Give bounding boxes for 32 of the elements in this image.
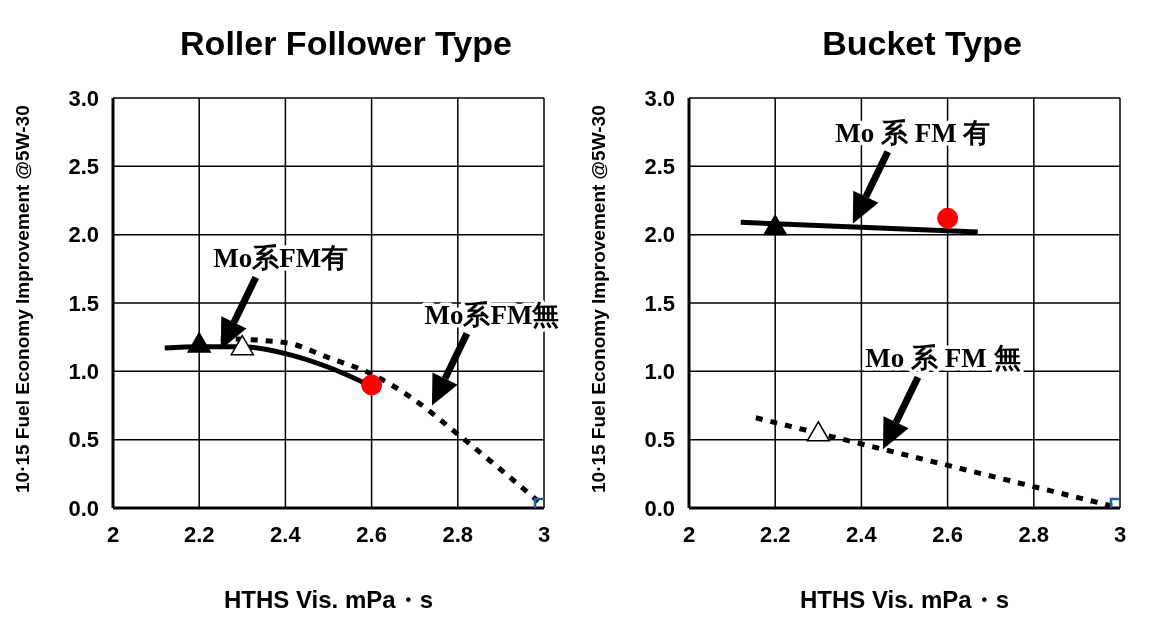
y-tick-label: 1.0 — [644, 359, 675, 385]
x-tick-label: 3 — [537, 521, 551, 547]
y-tick-label: 2.5 — [644, 154, 675, 180]
chart-title: Bucket Type — [821, 23, 1023, 64]
y-tick-label: 2.0 — [68, 222, 99, 248]
x-tick-label: 2 — [682, 521, 696, 547]
x-tick-label: 2.4 — [270, 521, 302, 547]
y-tick-label: 1.5 — [68, 290, 99, 316]
x-tick-label: 2 — [106, 521, 120, 547]
x-tick-label: 2.8 — [1018, 521, 1050, 547]
x-tick-label: 2.4 — [846, 521, 878, 547]
y-tick-label: 1.0 — [68, 359, 99, 385]
chart-title: Roller Follower Type — [179, 23, 513, 64]
x-tick-label: 2.2 — [183, 521, 215, 547]
x-axis-title: HTHS Vis. mPa・s — [800, 586, 1009, 613]
x-axis-title: HTHS Vis. mPa・s — [224, 586, 433, 613]
y-axis-title: 10·15 Fuel Economy Improvement @5W-30 — [587, 105, 609, 493]
y-tick-label: 3.0 — [68, 85, 99, 111]
x-tick-label: 2.6 — [932, 521, 963, 547]
x-tick-label: 2.6 — [356, 521, 387, 547]
y-tick-label: 0.0 — [644, 495, 675, 521]
y-tick-label: 1.5 — [644, 290, 675, 316]
x-tick-label: 2.8 — [442, 521, 474, 547]
y-tick-label: 0.0 — [68, 495, 99, 521]
y-axis-title: 10·15 Fuel Economy Improvement @5W-30 — [11, 105, 33, 493]
y-tick-label: 3.0 — [644, 85, 675, 111]
x-tick-label: 3 — [1113, 521, 1127, 547]
y-tick-label: 0.5 — [644, 427, 675, 453]
y-tick-label: 0.5 — [68, 427, 99, 453]
x-tick-label: 2.2 — [759, 521, 791, 547]
y-tick-label: 2.0 — [644, 222, 675, 248]
y-tick-label: 2.5 — [68, 154, 99, 180]
